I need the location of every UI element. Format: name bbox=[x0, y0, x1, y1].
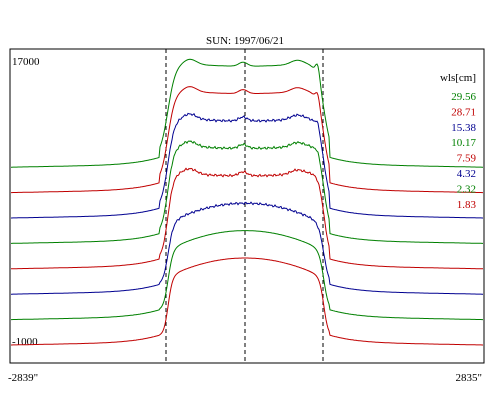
legend-entry-10-17: 10.17 bbox=[451, 137, 476, 149]
legend-title: wls[cm] bbox=[440, 72, 476, 84]
y-max-label: 17000 bbox=[12, 56, 40, 68]
series-line-4-32 bbox=[11, 201, 483, 295]
legend: 29.56 28.71 15.38 10.17 7.59 4.32 2.32 1.83 bbox=[451, 91, 476, 211]
legend-entry-15-38: 15.38 bbox=[451, 122, 476, 134]
x-max-label: 2835" bbox=[456, 372, 483, 384]
x-min-label: -2839" bbox=[8, 372, 38, 384]
series-layer bbox=[11, 58, 483, 346]
chart-title: SUN: 1997/06/21 bbox=[206, 35, 284, 47]
legend-entry-1-83: 1.83 bbox=[457, 199, 477, 211]
series-line-10-17 bbox=[11, 140, 483, 244]
series-line-29-56 bbox=[11, 58, 483, 168]
y-min-label: -1000 bbox=[12, 336, 38, 348]
series-line-1-83 bbox=[11, 257, 483, 346]
legend-entry-4-32: 4.32 bbox=[457, 168, 476, 180]
plot-frame bbox=[9, 48, 485, 364]
reference-markers bbox=[165, 49, 324, 363]
legend-entry-7-59: 7.59 bbox=[457, 153, 477, 165]
legend-entry-29-56: 29.56 bbox=[451, 91, 476, 103]
series-line-28-71 bbox=[11, 86, 483, 194]
series-line-15-38 bbox=[11, 112, 483, 219]
series-line-7-59 bbox=[11, 167, 483, 270]
legend-entry-2-32: 2.32 bbox=[457, 183, 476, 195]
legend-entry-28-71: 28.71 bbox=[451, 106, 476, 118]
series-line-2-32 bbox=[11, 230, 483, 321]
